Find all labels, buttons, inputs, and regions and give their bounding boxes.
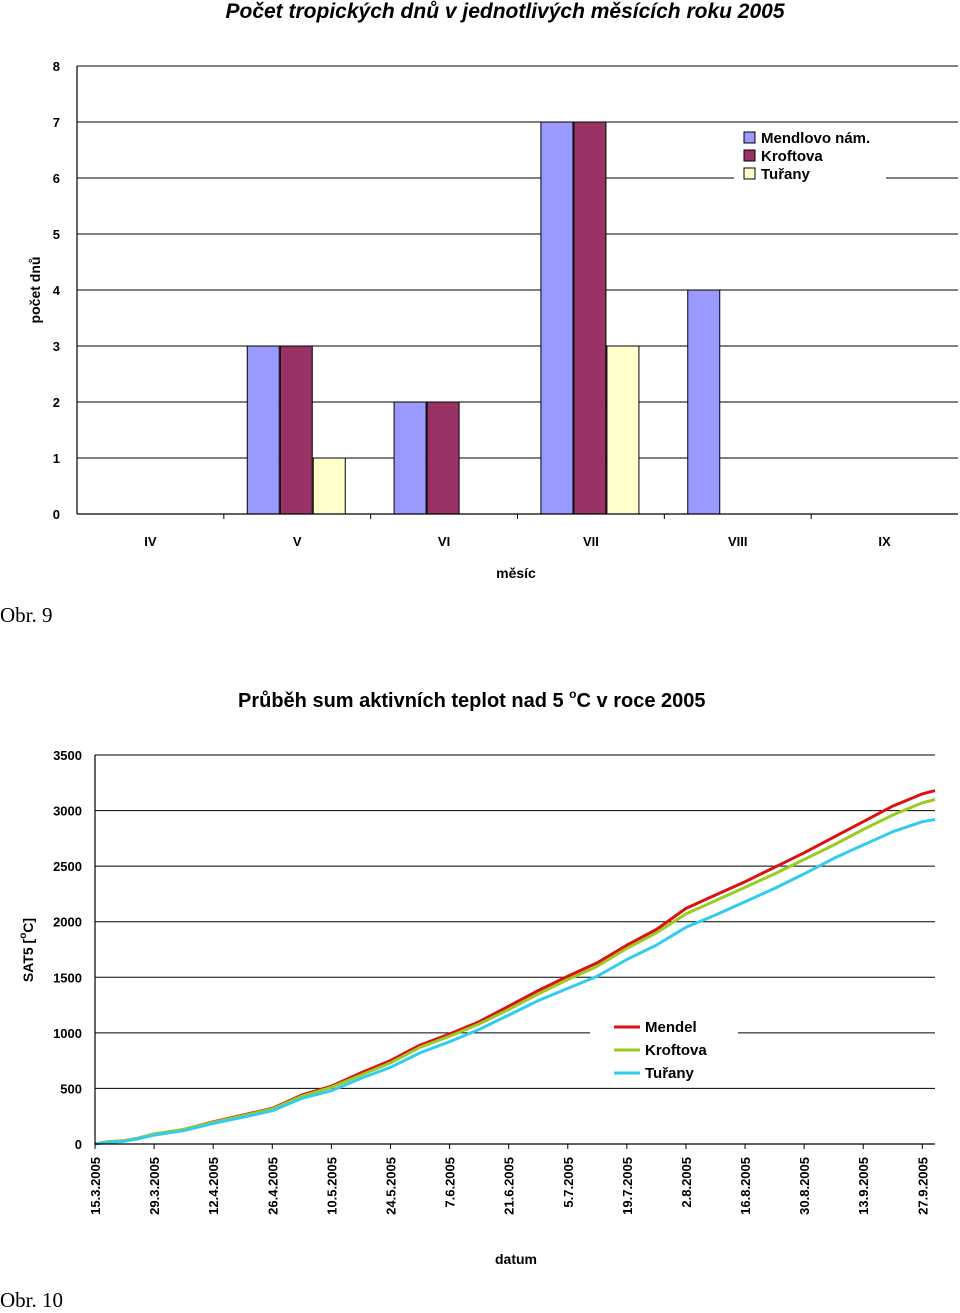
bar-chart-y-tick-label: 6 — [53, 171, 60, 186]
line-chart-x-tick-label: 5.7.2005 — [561, 1157, 576, 1208]
line-chart-x-label: datum — [495, 1251, 537, 1267]
line-chart-y-tick-label: 2000 — [53, 915, 82, 930]
bar-chart: Počet tropických dnů v jednotlivých měsí… — [27, 0, 958, 581]
bar-chart-x-label: měsíc — [496, 565, 536, 581]
line-chart-x-tick-label: 15.3.2005 — [88, 1157, 103, 1215]
legend-swatch — [743, 149, 756, 162]
line-chart-y-tick-label: 1000 — [53, 1026, 82, 1041]
line-chart: Průběh sum aktivních teplot nad 5 oC v r… — [18, 687, 936, 1267]
line-chart-title: Průběh sum aktivních teplot nad 5 oC v r… — [238, 687, 706, 712]
bar — [573, 121, 607, 515]
line-chart-x-tick-label: 29.3.2005 — [147, 1157, 162, 1215]
bar — [279, 345, 313, 515]
line-chart-x-tick-label: 7.6.2005 — [443, 1157, 458, 1208]
bar-chart-x-tick-label: IX — [878, 534, 891, 549]
legend-label: Mendel — [645, 1019, 697, 1036]
bar-chart-y-tick-label: 5 — [53, 227, 60, 242]
line-chart-x-tick-label: 2.8.2005 — [679, 1157, 694, 1208]
line-chart-x-tick-label: 27.9.2005 — [915, 1157, 930, 1215]
legend-swatch — [743, 167, 756, 180]
bar-chart-x-tick-label: VI — [438, 534, 450, 549]
line-chart-x-tick-label: 13.9.2005 — [856, 1157, 871, 1215]
line-chart-x-tick-label: 12.4.2005 — [206, 1157, 221, 1215]
bar-chart-y-label: počet dnů — [27, 257, 43, 324]
line-chart-y-tick-label: 3500 — [53, 748, 82, 763]
bar — [393, 401, 427, 515]
bar-chart-x-tick-label: VII — [583, 534, 599, 549]
line-chart-x-tick-label: 30.8.2005 — [797, 1157, 812, 1215]
bar — [606, 345, 640, 515]
bar-chart-y-tick-label: 1 — [53, 451, 60, 466]
line-chart-y-tick-label: 3000 — [53, 804, 82, 819]
bar-chart-y-tick-label: 2 — [53, 395, 60, 410]
figure-caption-9: Obr. 9 — [0, 603, 53, 627]
line-chart-x-tick-label: 24.5.2005 — [383, 1157, 398, 1215]
bar-chart-y-tick-label: 3 — [53, 339, 60, 354]
legend-label: Kroftova — [645, 1042, 707, 1059]
bar-chart-x-tick-label: V — [293, 534, 302, 549]
series-line — [94, 818, 936, 1146]
bar-chart-x-tick-label: IV — [144, 534, 157, 549]
legend-label: Tuřany — [645, 1065, 695, 1082]
bar — [312, 457, 346, 515]
bar-chart-y-tick-label: 4 — [53, 283, 61, 298]
series-line — [94, 789, 936, 1146]
legend-label: Kroftova — [761, 148, 823, 165]
line-chart-y-tick-label: 1500 — [53, 970, 82, 985]
line-chart-x-tick-label: 16.8.2005 — [738, 1157, 753, 1215]
line-chart-x-tick-label: 10.5.2005 — [324, 1157, 339, 1215]
line-chart-y-tick-label: 2500 — [53, 859, 82, 874]
legend-swatch — [743, 131, 756, 144]
bar-chart-legend-box — [734, 125, 886, 188]
line-chart-y-tick-label: 0 — [75, 1137, 82, 1152]
line-chart-x-tick-label: 26.4.2005 — [265, 1157, 280, 1215]
bar-chart-y-tick-label: 0 — [53, 507, 60, 522]
bar — [426, 401, 460, 515]
bar-chart-x-tick-label: VIII — [728, 534, 748, 549]
bar — [540, 121, 574, 515]
line-chart-x-tick-label: 21.6.2005 — [502, 1157, 517, 1215]
bar-chart-y-tick-label: 7 — [53, 115, 60, 130]
legend-label: Tuřany — [761, 166, 811, 183]
line-chart-legend: Mendel Kroftova Tuřany — [590, 1013, 738, 1087]
figure-caption-10: Obr. 10 — [0, 1288, 63, 1312]
line-chart-y-label: SAT5 [oC] — [18, 918, 36, 982]
line-chart-y-tick-label: 500 — [60, 1081, 82, 1096]
bar — [246, 345, 280, 515]
bar-chart-y-tick-label: 8 — [53, 59, 60, 74]
line-chart-x-tick-label: 19.7.2005 — [620, 1157, 635, 1215]
legend-label: Mendlovo nám. — [761, 130, 870, 147]
bar — [687, 289, 721, 515]
bar-chart-title: Počet tropických dnů v jednotlivých měsí… — [225, 0, 784, 23]
